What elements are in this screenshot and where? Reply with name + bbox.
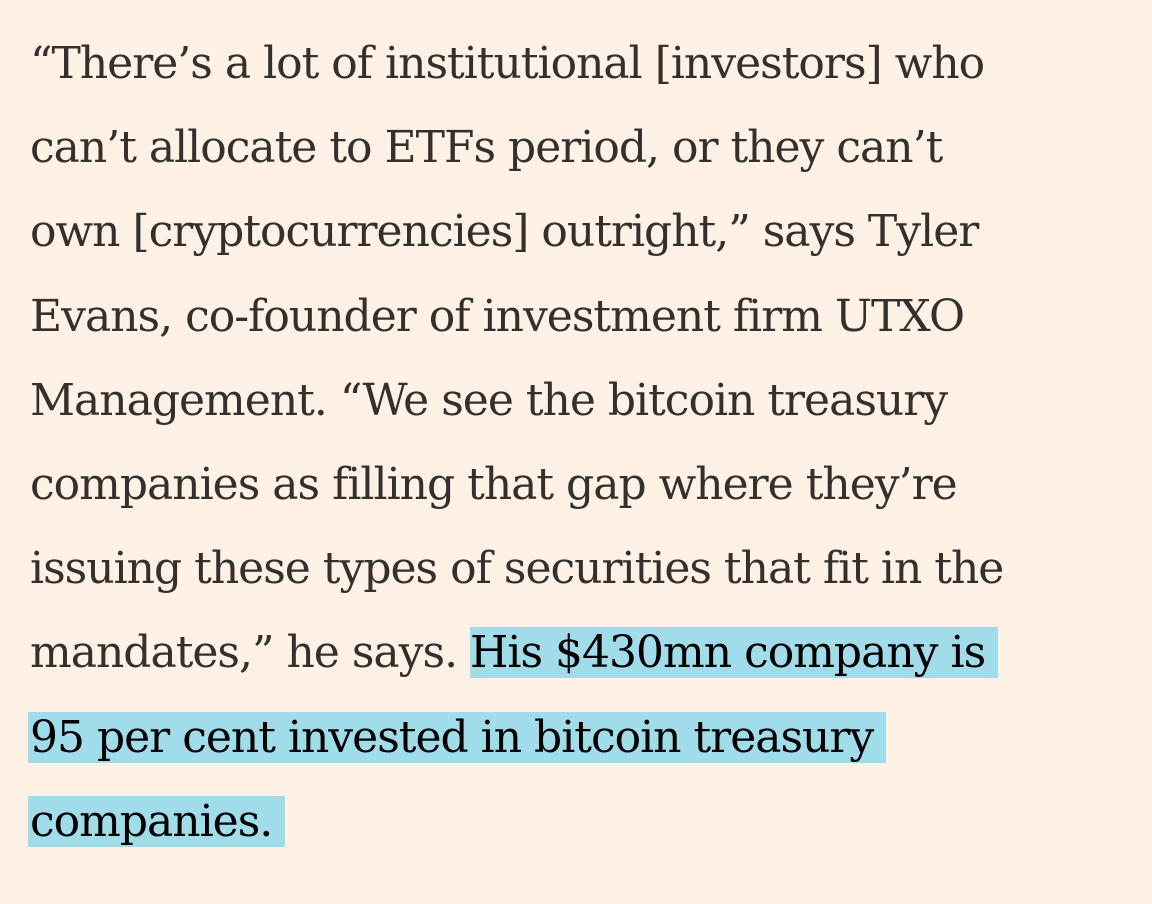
text-line: issuing these types of securities that f… — [30, 543, 1004, 595]
text-line: 95 per cent invested in bitcoin treasury — [28, 696, 1130, 780]
text-line: companies as filling that gap where they… — [30, 458, 958, 510]
text-line: companies. — [28, 780, 1130, 864]
text-line: Evans, co-founder of investment firm UTX… — [30, 290, 965, 342]
text-line: can’t allocate to ETFs period, or they c… — [30, 122, 943, 174]
text-line: mandates,” he says. His $430mn company i… — [30, 611, 1130, 695]
article-paragraph: “There’s a lot of institutional [investo… — [28, 22, 1130, 864]
highlighted-text[interactable]: His $430mn company is — [470, 627, 999, 679]
text-line: Management. “We see the bitcoin treasury — [30, 374, 948, 426]
text-line: own [cryptocurrencies] outright,” says T… — [30, 206, 979, 258]
highlighted-text[interactable]: 95 per cent invested in bitcoin treasury — [28, 711, 887, 763]
highlighted-text[interactable]: companies. — [28, 795, 286, 847]
text-line-plain-part: mandates,” he says. — [30, 627, 471, 679]
text-line: “There’s a lot of institutional [investo… — [30, 38, 985, 89]
